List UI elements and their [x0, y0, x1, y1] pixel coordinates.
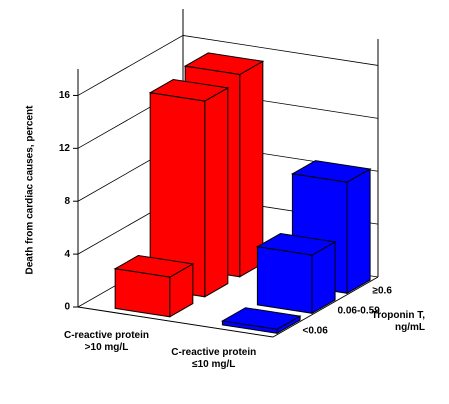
- bar: [256, 246, 313, 314]
- floor-edge: [272, 276, 379, 338]
- y-tick-label: 0: [64, 302, 70, 313]
- z-tick-label: <0.06: [303, 326, 329, 337]
- y-axis-title: Death from cardiac causes, percent: [25, 105, 36, 275]
- z-tick-label: 0.06-0.59: [338, 306, 381, 317]
- y-tick-label: 16: [59, 90, 71, 101]
- y-tick-label: 8: [64, 196, 70, 207]
- floor-edge: [77, 306, 274, 338]
- bar-side: [204, 87, 229, 298]
- x-tick-label: C-reactive protein >10 mg/L: [63, 330, 150, 353]
- grid-line: [77, 35, 379, 96]
- x-tick-label: C-reactive protein ≤10 mg/L: [171, 346, 257, 370]
- bar-side: [346, 168, 371, 295]
- z-tick-label: ≥0.6: [373, 286, 393, 297]
- z-axis-title: Troponin T, ng/mL: [371, 310, 425, 333]
- bar-side: [239, 60, 264, 278]
- bar: [221, 320, 278, 334]
- y-tick-label: 12: [59, 143, 71, 154]
- bar: [114, 268, 171, 318]
- y-tick-label: 4: [64, 249, 70, 260]
